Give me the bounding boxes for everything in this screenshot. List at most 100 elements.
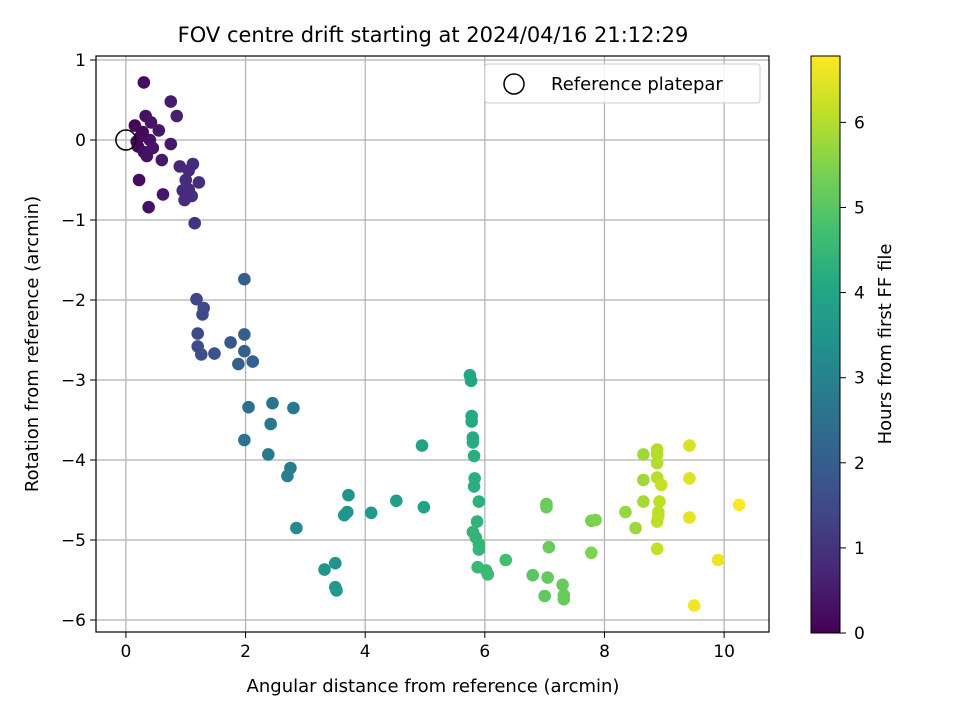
legend-box [484,63,761,104]
legend-label-reference-platepar: Reference platepar [551,74,723,95]
data-point [156,188,170,201]
reference-marker-group [115,129,137,151]
data-point [637,448,650,461]
data-point [155,153,169,167]
colorbar-tick-label: 6 [854,113,865,133]
x-tick-label: 2 [240,642,251,662]
data-point [182,183,196,196]
legend: Reference platepar [484,63,761,104]
data-point [683,511,696,524]
colorbar-tick-label: 5 [854,198,865,218]
data-point [266,396,279,410]
data-point [499,553,513,567]
data-point [224,336,237,349]
colorbar-tick-label: 2 [854,454,865,474]
data-point [585,546,598,560]
data-point [318,563,331,576]
data-point [238,328,251,341]
data-point [542,540,556,554]
data-point [711,553,725,567]
data-point [650,515,664,528]
data-point [190,292,203,306]
data-point [467,449,481,463]
data-point [683,439,696,452]
data-point [472,543,486,556]
plot-frame [95,55,770,633]
data-point [232,357,245,371]
colorbar-tick-label: 1 [854,539,865,559]
data-point [541,571,554,584]
data-point [467,480,481,493]
x-tick-label: 8 [599,642,610,662]
data-point [526,568,540,582]
data-point [589,513,602,527]
y-tick-label: −6 [61,611,86,631]
data-point [164,137,178,151]
data-point [178,193,191,207]
data-point [290,521,303,535]
data-point [188,216,202,230]
colorbar-tick-label: 0 [854,624,865,644]
data-point [238,344,251,358]
x-axis-label: Angular distance from reference (arcmin) [247,676,620,697]
data-point [342,488,355,502]
data-point [330,584,343,597]
scatter-points [128,76,746,612]
data-point [650,456,664,470]
data-point [683,472,696,485]
data-point [196,308,209,321]
data-point [132,173,146,187]
data-point [130,135,143,148]
data-point [650,542,664,556]
y-tick-label: −5 [61,531,86,551]
data-point [465,415,478,428]
data-point [481,568,495,581]
data-point [182,164,196,177]
data-point [364,506,378,520]
y-axis-ticks: 1 0 −1 −2 −3 −4 −5 −6 [61,51,96,631]
data-point [208,347,221,360]
x-axis-ticks: 0 2 4 6 8 10 [120,632,735,662]
y-tick-label: −4 [61,451,86,471]
y-tick-label: −2 [61,291,86,311]
data-point [538,589,551,603]
data-point [246,355,260,368]
data-point [466,436,480,449]
data-point [328,556,342,570]
y-tick-label: 0 [75,131,86,151]
data-point [164,95,178,108]
data-point [415,439,429,452]
data-point [337,508,351,522]
data-point [238,272,251,286]
data-point [136,125,149,139]
data-point [637,473,650,487]
data-point [540,500,553,514]
colorbar-ticks: 0 1 2 3 4 5 6 [840,113,865,644]
grid-lines [96,56,769,632]
data-point [557,592,571,606]
x-tick-label: 0 [120,642,131,662]
y-axis-label: Rotation from reference (arcmin) [22,196,43,492]
data-point [137,76,151,89]
data-point [264,417,277,431]
data-point [687,599,701,612]
y-tick-label: −1 [61,211,86,231]
data-point [170,109,184,123]
data-point [144,116,158,129]
data-point [464,374,478,388]
data-point [152,124,166,137]
data-point [629,521,642,535]
chart-title: FOV centre drift starting at 2024/04/16 … [178,23,689,47]
x-tick-label: 10 [713,642,735,662]
data-point [556,578,569,592]
data-point [142,200,155,214]
data-point [655,478,668,492]
data-point [637,495,650,508]
data-point [287,401,300,415]
data-point [238,433,251,447]
data-point [140,149,154,163]
data-point [194,348,208,361]
colorbar-tick-label: 4 [854,284,865,304]
data-point [472,495,486,508]
